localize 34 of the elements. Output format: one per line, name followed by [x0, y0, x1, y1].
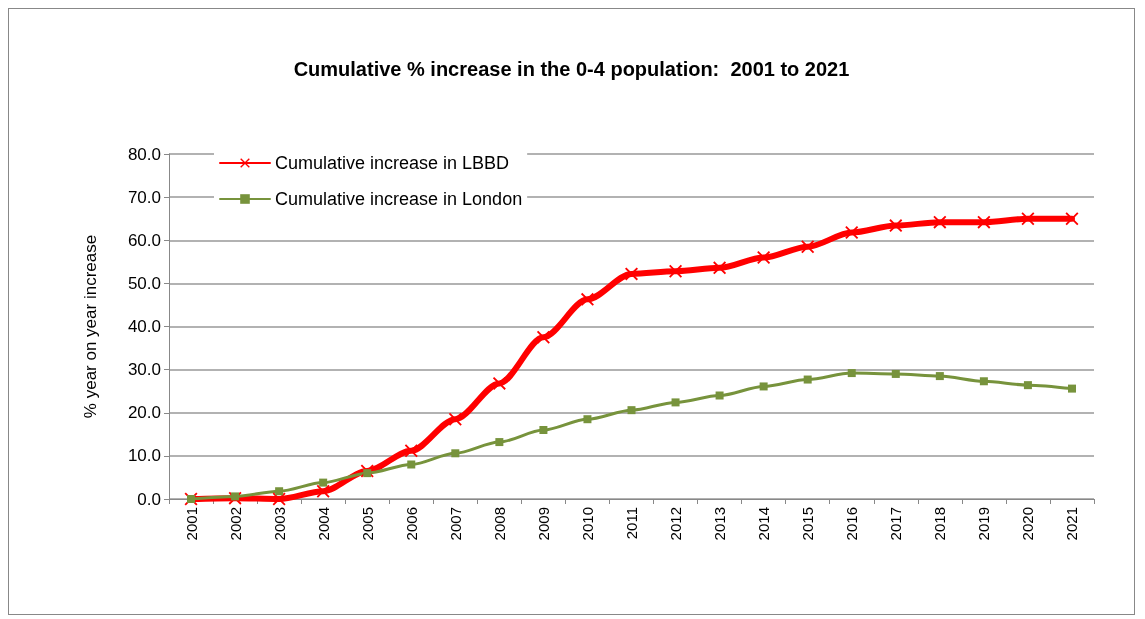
legend-label: Cumulative increase in London [275, 189, 523, 209]
x-tick-label: 2011 [623, 507, 640, 540]
y-tick-label: 80.0 [127, 144, 161, 164]
y-tick-label: 70.0 [127, 187, 161, 207]
chart-title: Cumulative % increase in the 0-4 population: 2001 to 2021 [293, 58, 850, 80]
x-tick-label: 2020 [1019, 507, 1037, 541]
x-tick-label: 2015 [799, 507, 817, 541]
x-tick-label: 2013 [711, 507, 729, 541]
x-tick-label: 2004 [314, 507, 332, 541]
x-tick-label: 2002 [226, 507, 244, 541]
x-tick-label: 2010 [578, 507, 596, 541]
x-tick-label: 2009 [534, 507, 552, 541]
x-tick-label: 2014 [755, 507, 773, 541]
x-tick-label: 2012 [667, 507, 685, 541]
y-tick-label: 0.0 [137, 489, 161, 509]
y-tick-label: 20.0 [127, 403, 161, 423]
x-tick-label: 2005 [358, 507, 376, 541]
x-tick-label: 2019 [975, 507, 993, 541]
legend-label: Cumulative increase in LBBD [275, 153, 510, 173]
y-axis-title: % year on year increase [81, 234, 100, 419]
y-tick-label: 50.0 [127, 273, 161, 293]
x-tick-label: 2017 [887, 507, 905, 541]
x-tick-label: 2006 [402, 507, 420, 541]
y-tick-label: 60.0 [127, 230, 161, 250]
x-tick-label: 2008 [490, 507, 508, 541]
x-tick-label: 2007 [446, 507, 464, 541]
x-tick-label: 2016 [843, 507, 861, 541]
y-tick-label: 30.0 [127, 360, 161, 380]
y-tick-label: 10.0 [127, 446, 161, 466]
x-tick-label: 2003 [270, 507, 288, 541]
x-tick-label: 2018 [931, 507, 949, 541]
y-tick-label: 40.0 [127, 317, 161, 336]
x-tick-label: 2001 [182, 507, 200, 541]
x-tick-label: 2021 [1063, 507, 1081, 541]
